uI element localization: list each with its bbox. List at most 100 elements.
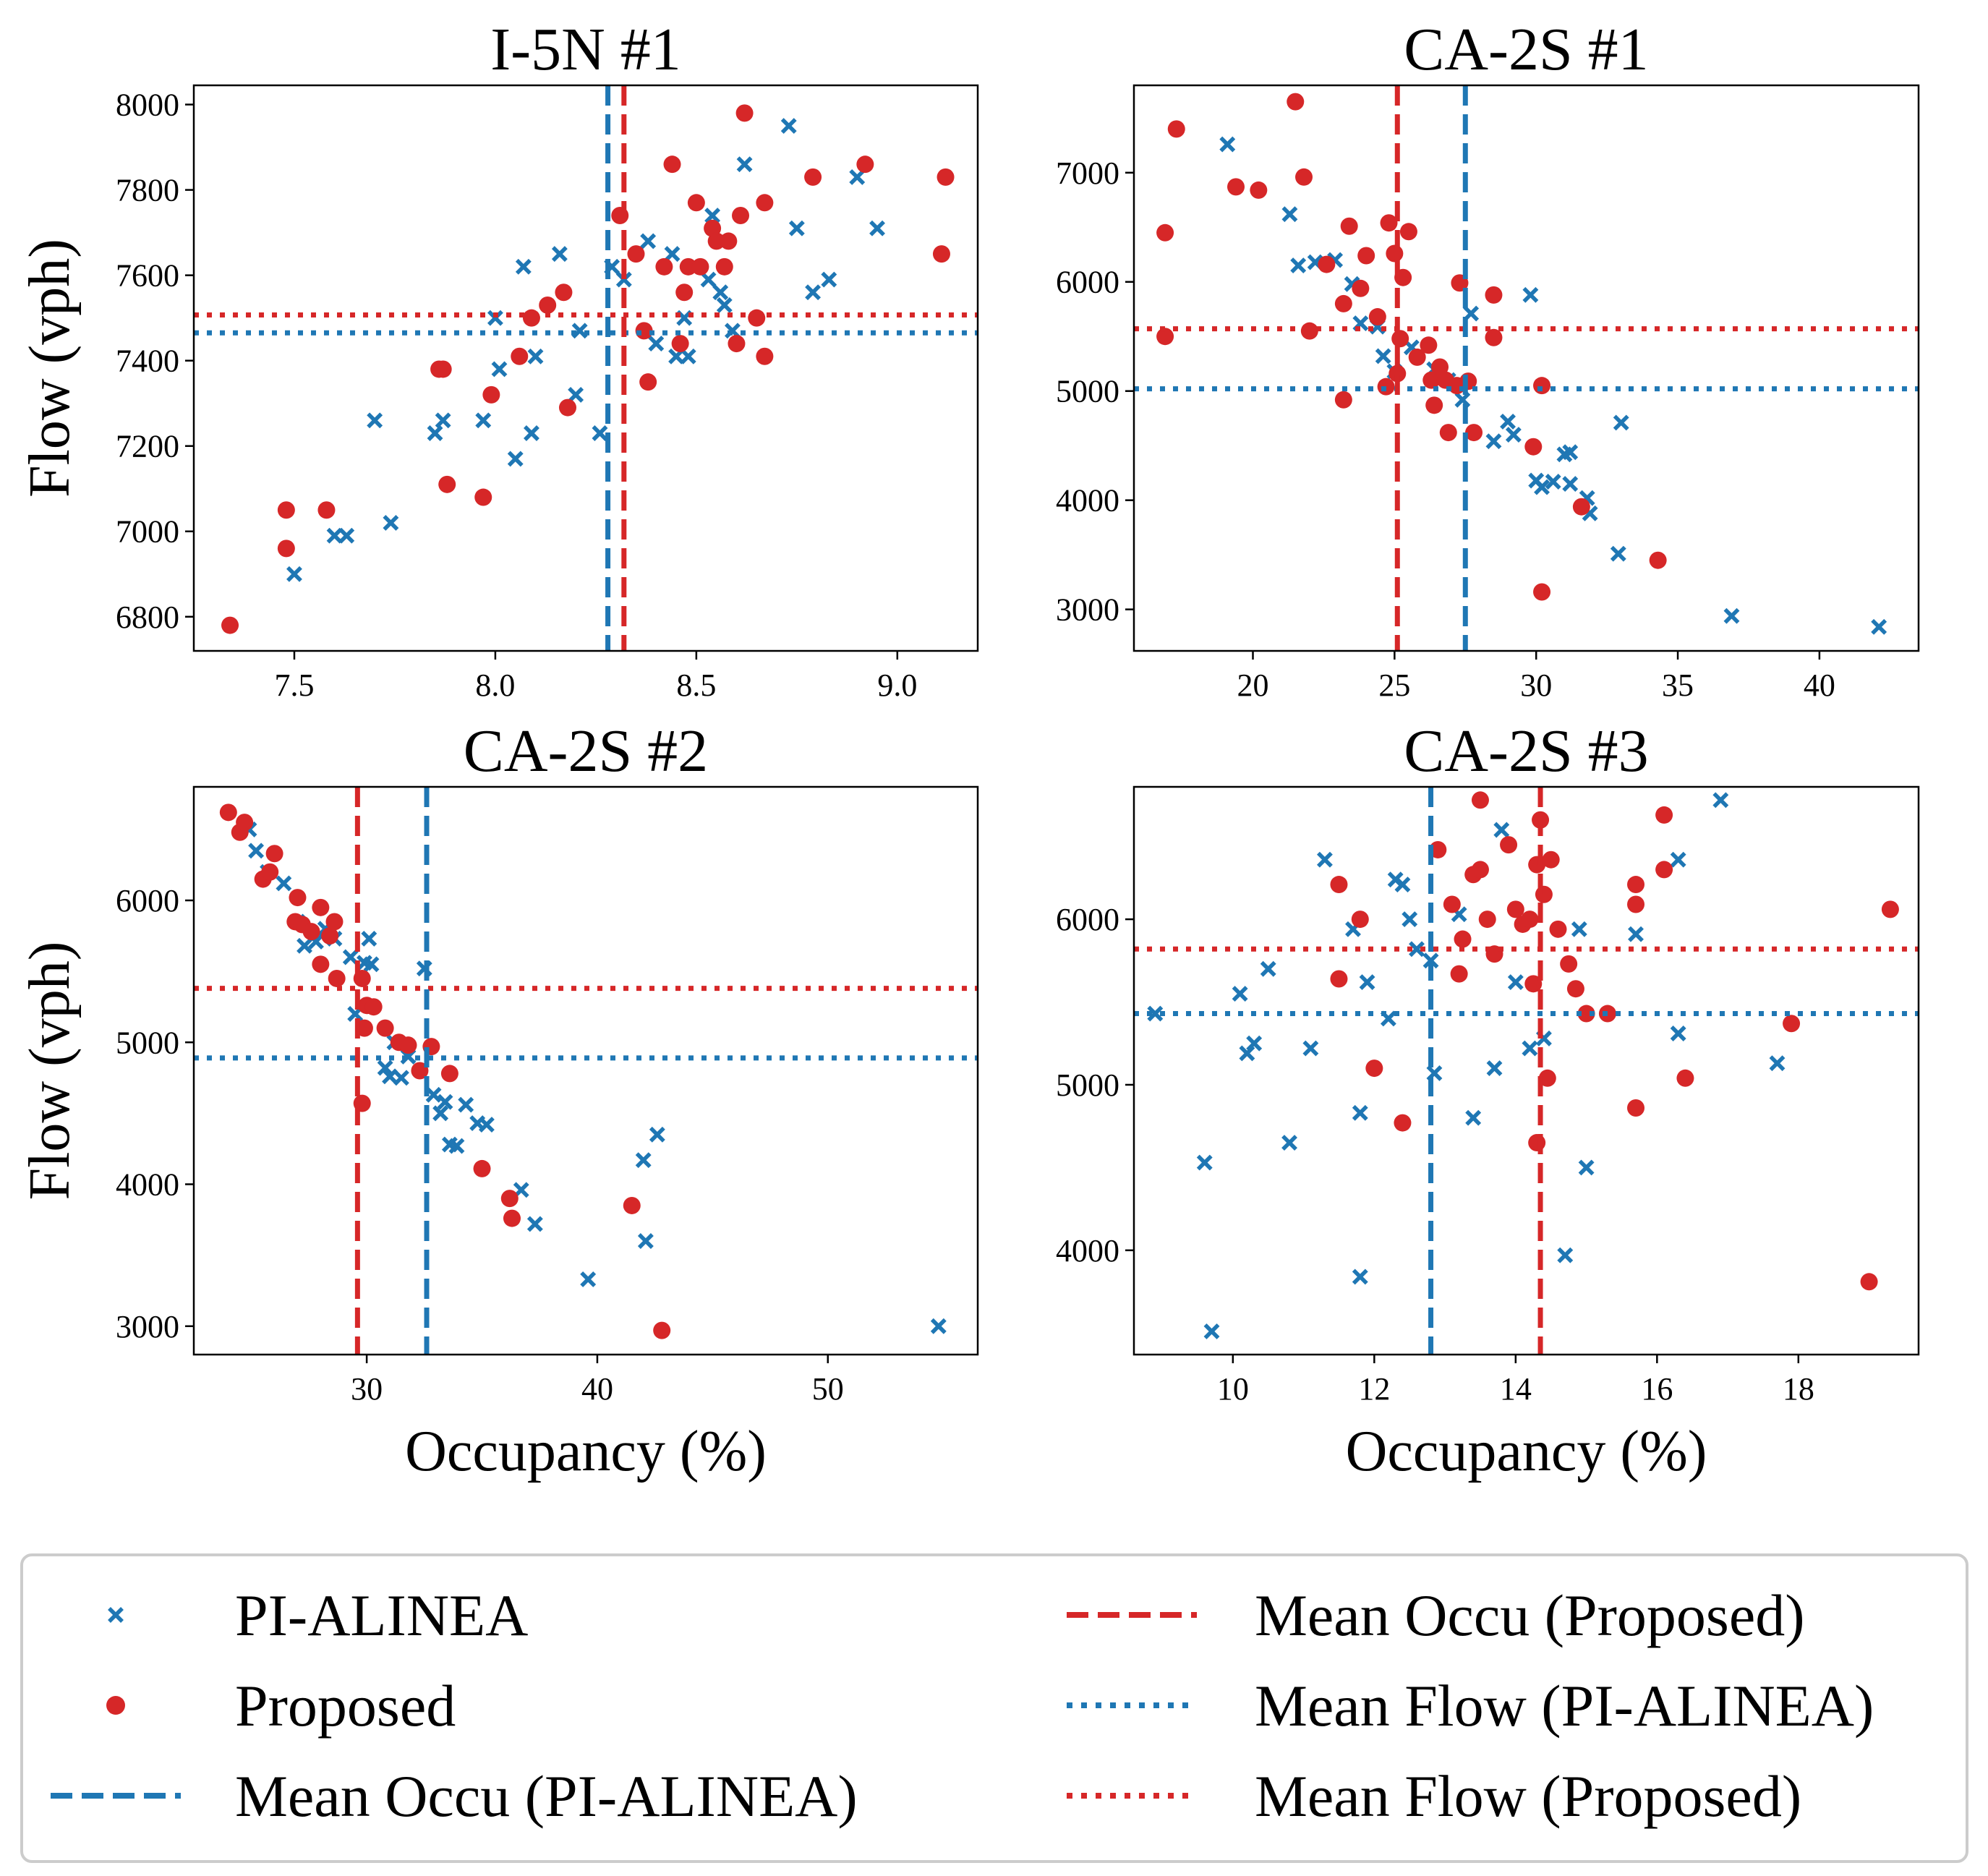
proposed-point [1627,876,1645,894]
pi-alinea-point [338,527,355,544]
legend-frame [20,1553,1968,1863]
y-tick-label: 7600 [116,258,179,294]
proposed-point [1399,223,1417,241]
legend-x-marker-stroke-b [108,1607,124,1623]
legend-label: Mean Flow (PI-ALINEA) [1255,1673,1874,1739]
pi-alinea-point-stroke-b [1500,414,1516,430]
pi-alinea-point [1486,1060,1503,1077]
proposed-point [440,1065,458,1083]
pi-alinea-point-stroke-b [869,220,885,236]
pi-alinea-point [276,875,292,892]
proposed-point [1295,168,1313,186]
pi-alinea-point [1578,1159,1595,1176]
proposed-point [639,373,657,391]
proposed-point [1386,244,1404,263]
pi-alinea-point [526,1216,543,1232]
proposed-point [1627,895,1645,913]
pi-alinea-point [507,451,524,467]
pi-alinea-point [1352,1269,1368,1285]
pi-alinea-point [704,208,721,223]
y-tick-label: 3000 [116,1309,179,1344]
panels: 7.5 8.0 8.5 9.0 6800 7000 7200 7400 7600 7800 8000… [18,16,1920,1483]
proposed-point [1431,358,1449,376]
pi-alinea-point [1359,974,1375,991]
panel-frame [1132,84,1920,652]
pi-alinea-point [736,156,753,173]
legend-item-pi_mean_flow: Mean Flow (PI-ALINEA) [1067,1673,1874,1739]
pi-alinea-point [1613,414,1629,431]
pi-alinea-point-stroke-b [637,1233,654,1249]
proposed-point [1471,861,1489,879]
pi-alinea-point [1500,414,1516,430]
proposed-point [1250,181,1268,199]
pi-alinea-point-stroke-b [1505,427,1522,443]
x-tick-label: 35 [1662,668,1694,703]
pi-alinea-point [1239,1045,1255,1062]
proposed-point [1167,120,1185,138]
y-axis-label: Flow (vph) [18,239,82,498]
pi-alinea-point-stroke-b [1403,339,1420,356]
pi-alinea-point [1562,476,1579,492]
proposed-point [1330,876,1348,894]
proposed-point [1330,970,1348,988]
pi-alinea-point [821,271,837,288]
proposed-point [1380,214,1398,232]
pi-alinea-point-stroke-b [704,208,721,223]
proposed-point [1560,955,1578,973]
proposed-point [1368,308,1386,326]
pi-alinea-point-stroke-b [276,875,292,892]
pi-alinea-point [1246,1035,1263,1052]
proposed-point [522,309,540,327]
pi-alinea-point [640,233,657,250]
proposed-point [1521,911,1539,929]
panel-title: CA-2S #3 [1404,717,1648,785]
pi-alinea-point-stroke-b [1352,1269,1368,1285]
proposed-point [1528,1134,1546,1152]
pi-alinea-point [1147,1005,1164,1022]
proposed-point [1334,294,1352,312]
pi-alinea-point-stroke-b [393,1070,409,1086]
x-tick-label: 10 [1217,1371,1249,1407]
pi-alinea-point-stroke-b [849,169,866,185]
pi-alinea-point [615,271,632,288]
pi-alinea-point [780,118,797,135]
proposed-point [1542,850,1560,869]
pi-alinea-point-stroke-b [435,412,451,429]
pi-alinea-point-stroke-b [1628,926,1644,942]
pi-alinea-point-stroke-b [527,348,544,364]
pi-alinea-point-stroke-b [1281,1135,1297,1151]
pi-alinea-point-stroke-b [1239,1045,1255,1062]
pi-alinea-point [1505,427,1522,443]
proposed-point [1524,975,1543,993]
pi-alinea-point [1485,433,1502,450]
proposed-point [756,347,774,365]
pi-alinea-point-stroke-b [491,361,508,378]
pi-alinea-point-stroke-b [1359,974,1375,991]
pi-alinea-point [342,949,359,965]
proposed-point [1783,1015,1801,1033]
pi-alinea-point [524,425,539,441]
pi-alinea-point-stroke-b [432,1105,449,1122]
proposed-point [219,803,237,822]
plot-area [194,787,978,1355]
legend-label: Mean Occu (PI-ALINEA) [235,1763,858,1829]
pi-alinea-point-stroke-b [478,1117,495,1133]
pi-alinea-point-stroke-b [1485,433,1502,450]
pi-alinea-point-stroke-b [526,1216,543,1232]
x-tick-label: 25 [1378,668,1410,703]
pi-alinea-point-stroke-b [551,246,568,263]
pi-alinea-point [1352,1104,1368,1121]
y-tick-label: 5000 [1056,1067,1119,1103]
panel-1: 7.5 8.0 8.5 9.0 6800 7000 7200 7400 7600 7800 8000… [18,16,979,703]
pi-alinea-point-stroke-b [1409,941,1425,958]
pi-alinea-point [849,169,866,185]
proposed-point [1577,1005,1595,1023]
proposed-point [511,347,529,365]
x-tick-label: 12 [1358,1371,1390,1407]
pi-alinea-point [286,566,302,582]
pi-alinea-point-stroke-b [367,412,383,429]
pi-alinea-point [1394,877,1411,892]
pi-alinea-point [1203,1323,1220,1339]
proposed-point [482,385,500,404]
proposed-point [1533,583,1551,601]
